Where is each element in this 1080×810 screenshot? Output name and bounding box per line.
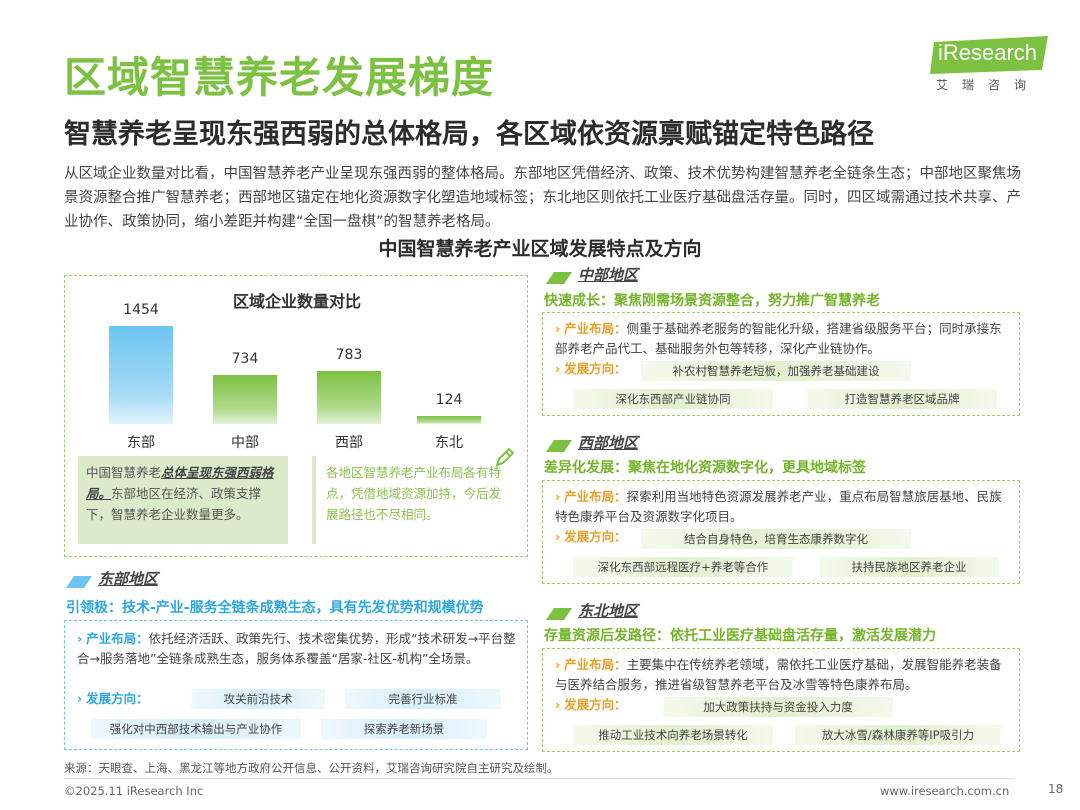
direction-tag: 补农村智慧养老短板，加强养老基础建设	[641, 361, 911, 381]
region-name-west: 西部地区	[578, 434, 639, 452]
logo-badge-shape	[930, 36, 1048, 74]
direction-tag: 深化东西部远程医疗+养老等合作	[573, 557, 793, 577]
note-summary-rest: 东部地区在经济、政策支撑下，智慧养老企业数量更多。	[86, 486, 262, 522]
source-note: 来源：天眼查、上海、黑龙江等地方政府公开信息、公开资料，艾瑞咨询研究院自主研究及…	[64, 761, 559, 775]
direction-tag: 推动工业技术向养老场景转化	[573, 725, 773, 745]
layout-label-east: 产业布局：	[86, 631, 149, 646]
bar-中部	[213, 375, 277, 424]
direction-tag: 放大冰雪/森林康养等IP吸引力	[795, 725, 1001, 745]
region-detail-east: › 产业布局：依托经济活跃、政策先行、技术密集优势，形成“技术研发→平台整合→服务…	[64, 620, 528, 750]
layout-label-northeast: 产业布局：	[564, 657, 627, 672]
logo-text: iResearch	[938, 40, 1038, 65]
category-label: 中部	[231, 435, 259, 451]
bar-chart: 1454 东部 734 中部 783 西部 124 东北	[65, 276, 529, 451]
region-heading-west: 西部地区	[546, 432, 638, 453]
section-title: 中国智慧养老产业区域发展特点及方向	[378, 238, 702, 260]
region-flag-icon	[546, 438, 572, 452]
direction-tag: 强化对中西部技术输出与产业协作	[91, 719, 301, 739]
layout-label-central: 产业布局：	[564, 321, 627, 336]
region-flag-icon	[66, 574, 92, 588]
bar-西部	[317, 371, 381, 424]
bar-value-label: 124	[435, 392, 463, 408]
chart-panel: 区域企业数量对比 1454 东部 734 中部 783 西部 124 东北	[64, 275, 528, 557]
direction-tag: 深化东西部产业链协同	[573, 389, 773, 409]
bar-value-label: 783	[335, 347, 363, 363]
direction-tag: 攻关前沿技术	[191, 689, 325, 709]
note-outlook: 各地区智慧养老产业布局各有特点，凭借地域资源加持，今后发展路径也不尽相同。	[312, 456, 514, 544]
footer-divider	[64, 778, 1014, 779]
direction-label-west: 发展方向：	[564, 529, 627, 544]
page-number: 18	[1048, 782, 1064, 796]
direction-tag: 完善行业标准	[345, 689, 501, 709]
layout-body-west: 探索利用当地特色资源发展养老产业，重点布局智慧旅居基地、民族特色康养平台及资源数…	[555, 489, 1002, 524]
direction-heading-east: › 发展方向：	[77, 689, 149, 709]
region-name-east: 东部地区	[98, 570, 159, 588]
region-heading-northeast: 东北地区	[546, 600, 638, 621]
chevron-right-icon: ›	[555, 529, 561, 544]
layout-text-west: › 产业布局：探索利用当地特色资源发展养老产业，重点布局智慧旅居基地、民族特色康养…	[555, 487, 1013, 527]
region-heading-east: 东部地区	[66, 568, 158, 589]
direction-label-east: 发展方向：	[86, 691, 149, 706]
region-detail-northeast: › 产业布局：主要集中在传统养老领域，需依托工业医疗基础，发展智能养老装备与医养结…	[542, 648, 1020, 752]
note-summary-prefix: 中国智慧养老	[86, 465, 162, 480]
region-slogan-central: 快速成长：聚焦刚需场景资源整合，努力推广智慧养老	[544, 293, 880, 309]
logo-cn-text: 艾瑞咨询	[936, 78, 1041, 92]
region-name-northeast: 东北地区	[578, 602, 639, 620]
note-summary: 中国智慧养老总体呈现东强西弱格局。东部地区在经济、政策支撑下，智慧养老企业数量更…	[78, 456, 288, 544]
note-summary-emphasis: 总体呈现东强西弱格局。	[86, 465, 274, 501]
direction-label-central: 发展方向：	[564, 361, 627, 376]
category-label: 西部	[335, 435, 363, 451]
page-title: 区域智慧养老发展梯度	[64, 53, 495, 102]
intro-paragraph: 从区域企业数量对比看，中国智慧养老产业呈现东强西弱的整体格局。东部地区凭借经济、…	[64, 166, 1021, 230]
direction-heading-west: › 发展方向：	[555, 527, 627, 547]
page-subtitle: 智慧养老呈现东强西弱的总体格局，各区域依资源禀赋锚定特色路径	[64, 119, 874, 150]
chevron-right-icon: ›	[555, 657, 561, 672]
region-flag-icon	[546, 270, 572, 284]
iresearch-logo: iResearch 艾瑞咨询	[930, 36, 1050, 96]
region-slogan-east: 引领极：技术-产业-服务全链条成熟生态，具有先发优势和规模优势	[66, 600, 484, 616]
chart-title: 区域企业数量对比	[232, 292, 361, 311]
bar-东部	[109, 326, 173, 424]
region-name-central: 中部地区	[578, 266, 639, 284]
layout-body-northeast: 主要集中在传统养老领域，需依托工业医疗基础，发展智能养老装备与医养结合服务，推进…	[555, 657, 1002, 692]
layout-body-central: 侧重于基础养老服务的智能化升级，搭建省级服务平台；同时承接东部养老产品代工、基础…	[555, 321, 1002, 356]
direction-tag: 探索养老新场景	[321, 719, 487, 739]
direction-tag: 扶持民族地区养老企业	[819, 557, 999, 577]
direction-heading-northeast: › 发展方向：	[555, 695, 627, 715]
region-slogan-west: 差异化发展：聚焦在地化资源数字化，更具地域标签	[544, 460, 866, 476]
layout-text-northeast: › 产业布局：主要集中在传统养老领域，需依托工业医疗基础，发展智能养老装备与医养结…	[555, 655, 1013, 695]
category-label: 东部	[127, 435, 155, 451]
chevron-right-icon: ›	[555, 361, 561, 376]
direction-tag: 加大政策扶持与资金投入力度	[663, 697, 893, 717]
region-heading-central: 中部地区	[546, 264, 638, 285]
direction-heading-central: › 发展方向：	[555, 359, 627, 379]
category-label: 东北	[435, 435, 463, 451]
region-detail-west: › 产业布局：探索利用当地特色资源发展养老产业，重点布局智慧旅居基地、民族特色康养…	[542, 480, 1020, 584]
chevron-right-icon: ›	[555, 489, 561, 504]
layout-text-central: › 产业布局：侧重于基础养老服务的智能化升级，搭建省级服务平台；同时承接东部养老产…	[555, 319, 1013, 359]
region-slogan-northeast: 存量资源后发路径：依托工业医疗基础盘活存量，激活发展潜力	[544, 628, 936, 644]
chevron-right-icon: ›	[555, 321, 561, 336]
region-detail-central: › 产业布局：侧重于基础养老服务的智能化升级，搭建省级服务平台；同时承接东部养老产…	[542, 312, 1020, 416]
direction-label-northeast: 发展方向：	[564, 697, 627, 712]
copyright: ©2025.11 iResearch Inc	[64, 784, 204, 798]
bar-value-label: 734	[231, 351, 259, 367]
layout-body-east: 依托经济活跃、政策先行、技术密集优势，形成“技术研发→平台整合→服务落地”全链条…	[77, 631, 516, 666]
direction-tag: 打造智慧养老区域品牌	[807, 389, 997, 409]
bar-东北	[417, 416, 481, 424]
region-flag-icon	[546, 606, 572, 620]
layout-label-west: 产业布局：	[564, 489, 627, 504]
bar-value-label: 1454	[123, 302, 159, 318]
direction-tag: 结合自身特色，培育生态康养数字化	[641, 529, 911, 549]
website-link[interactable]: www.iresearch.com.cn	[880, 784, 1010, 798]
pencil-icon	[495, 447, 515, 467]
chevron-right-icon: ›	[77, 631, 83, 646]
layout-text-east: › 产业布局：依托经济活跃、政策先行、技术密集优势，形成“技术研发→平台整合→服务…	[77, 629, 517, 669]
chevron-right-icon: ›	[555, 697, 561, 712]
chevron-right-icon: ›	[77, 691, 83, 706]
